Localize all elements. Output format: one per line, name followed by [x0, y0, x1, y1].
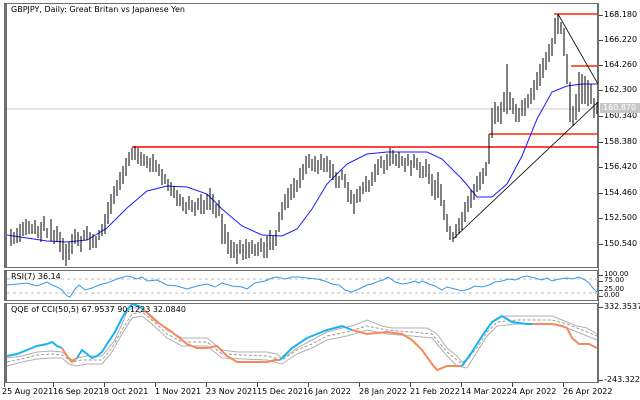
- price-tick: 158.380: [598, 137, 638, 146]
- qqe-main-line-up: [279, 324, 353, 361]
- qqe-plot[interactable]: [7, 304, 598, 382]
- candlesticks: [10, 14, 598, 266]
- qqe-main-line-down: [61, 347, 78, 364]
- qqe-main-line-up: [7, 340, 63, 357]
- price-tick: 154.460: [598, 188, 638, 197]
- qqe-tick: -243.3229: [598, 375, 640, 384]
- time-tick: [359, 383, 360, 387]
- time-tick: [410, 383, 411, 387]
- price-tick: 156.420: [598, 162, 638, 171]
- chart-title: GBPJPY, Daily: Great Britan vs Japanese …: [11, 5, 185, 14]
- time-label: 21 Feb 2022: [410, 387, 460, 396]
- time-label: 23 Nov 2021: [206, 387, 258, 396]
- time-label: 16 Sep 2021: [53, 387, 104, 396]
- qqe-main-line-up: [76, 304, 145, 360]
- price-tick: 164.260: [598, 60, 638, 69]
- qqe-signal-line: [7, 311, 598, 365]
- time-label: 28 Jan 2022: [359, 387, 407, 396]
- time-tick: [512, 383, 513, 387]
- time-label: 25 Aug 2021: [2, 387, 54, 396]
- qqe-main-line-up: [461, 314, 532, 367]
- time-tick: [257, 383, 258, 387]
- qqe-lower-band: [7, 315, 598, 369]
- time-label: 8 Oct 2021: [104, 387, 149, 396]
- qqe-main-line-down: [351, 329, 462, 372]
- qqe-main-line-down: [532, 323, 598, 349]
- time-tick: [206, 383, 207, 387]
- ascending-trendline: [452, 101, 598, 240]
- price-tick: 162.300: [598, 85, 638, 94]
- rsi-tick: 100.00: [599, 270, 629, 278]
- rsi-title: RSI(7) 36.14: [11, 272, 61, 281]
- time-tick: [308, 383, 309, 387]
- price-tick: 168.180: [598, 10, 638, 19]
- time-tick: [461, 383, 462, 387]
- price-chart-plot[interactable]: [7, 4, 598, 267]
- time-tick: [53, 383, 54, 387]
- rsi-plot[interactable]: [7, 271, 598, 300]
- time-tick: [563, 383, 564, 387]
- rsi-tick: 0.00: [599, 291, 620, 299]
- axis-frame: [598, 3, 599, 383]
- descending-trendline: [557, 13, 598, 85]
- moving-average-line: [7, 83, 597, 243]
- qqe-upper-band: [7, 307, 598, 363]
- price-tick: 160.340: [598, 111, 638, 120]
- rsi-indicator-pane[interactable]: RSI(7) 36.14: [4, 270, 598, 301]
- qqe-main-line-down: [143, 309, 280, 363]
- qqe-tick: 332.3537: [598, 302, 640, 311]
- time-label: 26 Apr 2022: [563, 387, 613, 396]
- qqe-indicator-pane[interactable]: QQE of CCI(50,5) 67.9537 90.1223 32.0840: [4, 303, 598, 383]
- time-label: 6 Jan 2022: [308, 387, 351, 396]
- time-tick: [4, 383, 5, 387]
- rsi-line: [7, 275, 598, 298]
- rsi-tick: 75.00: [598, 276, 625, 284]
- rsi-tick: 25.00: [598, 285, 625, 293]
- time-label: 1 Nov 2021: [155, 387, 202, 396]
- time-label: 14 Mar 2022: [461, 387, 512, 396]
- price-tick: 166.220: [598, 35, 638, 44]
- price-tick: 152.500: [598, 213, 638, 222]
- time-tick: [104, 383, 105, 387]
- qqe-title: QQE of CCI(50,5) 67.9537 90.1223 32.0840: [11, 305, 186, 314]
- time-tick: [155, 383, 156, 387]
- time-label: 15 Dec 2021: [257, 387, 309, 396]
- price-tick: 150.540: [598, 239, 638, 248]
- price-chart-pane[interactable]: GBPJPY, Daily: Great Britan vs Japanese …: [4, 3, 598, 268]
- current-price-label: 160.870: [600, 103, 640, 113]
- time-label: 4 Apr 2022: [512, 387, 557, 396]
